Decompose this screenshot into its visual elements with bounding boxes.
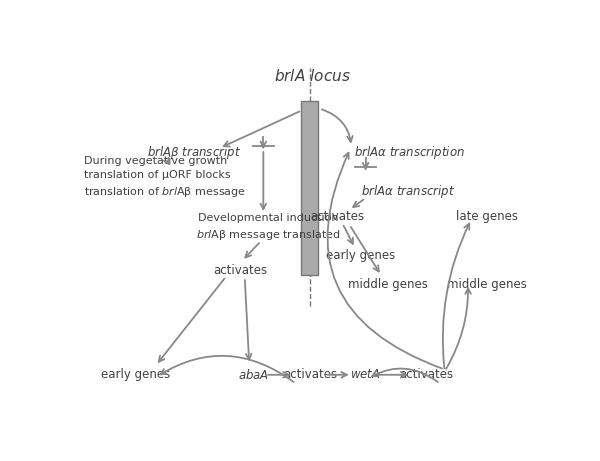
Text: early genes: early genes bbox=[101, 368, 170, 381]
Text: $brl$A$\beta$ transcript: $brl$A$\beta$ transcript bbox=[146, 144, 241, 161]
Text: $wetA$: $wetA$ bbox=[350, 368, 381, 381]
Text: $brl$A$\alpha$ transcript: $brl$A$\alpha$ transcript bbox=[361, 183, 455, 201]
Text: activates: activates bbox=[311, 210, 365, 223]
Text: $brl$A$\alpha$ transcription: $brl$A$\alpha$ transcription bbox=[354, 144, 465, 161]
Text: middle genes: middle genes bbox=[347, 278, 427, 291]
Text: $abaA$: $abaA$ bbox=[238, 368, 269, 382]
Text: During vegetative growth
translation of μORF blocks
translation of $brl$Aβ messa: During vegetative growth translation of … bbox=[84, 156, 247, 199]
Text: activates: activates bbox=[283, 368, 337, 381]
Text: $brl$A locus: $brl$A locus bbox=[274, 68, 350, 84]
Text: activates: activates bbox=[213, 264, 267, 277]
Bar bbox=[301, 101, 318, 275]
Text: middle genes: middle genes bbox=[446, 278, 526, 291]
Text: late genes: late genes bbox=[455, 210, 518, 223]
Text: early genes: early genes bbox=[326, 249, 395, 262]
Text: Developmental induction
$brl$Aβ message translated: Developmental induction $brl$Aβ message … bbox=[196, 213, 340, 242]
Text: activates: activates bbox=[399, 368, 453, 381]
